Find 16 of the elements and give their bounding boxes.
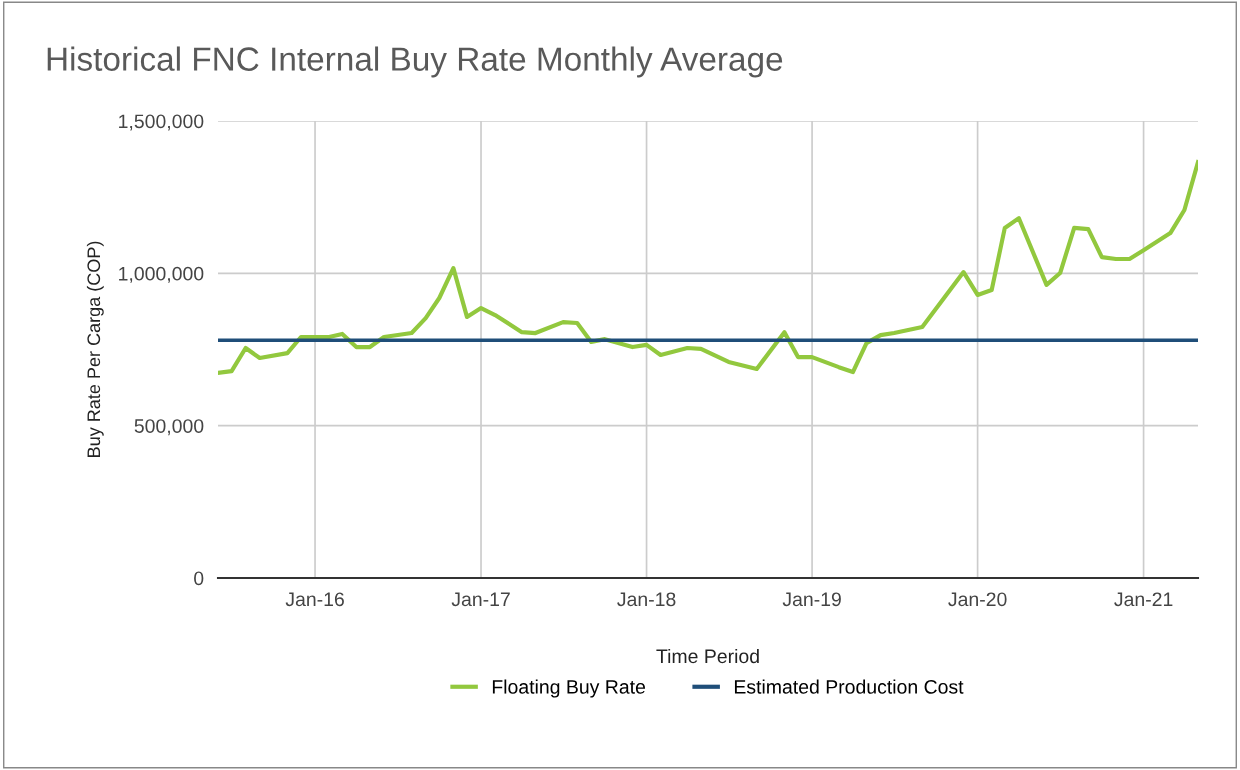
x-tick-label: Jan-18	[617, 592, 676, 607]
chart-title: Historical FNC Internal Buy Rate Monthly Average	[47, 46, 783, 78]
x-tick-label: Jan-17	[451, 592, 510, 607]
x-tick-label: Jan-16	[285, 592, 344, 607]
x-tick-label: Jan-19	[782, 592, 841, 607]
line-series	[218, 160, 1198, 376]
x-tick-label: Jan-20	[948, 592, 1007, 607]
y-tick-label: 1,500,000	[119, 114, 204, 131]
y-tick-label: 0	[194, 571, 204, 586]
y-tick-label: 500,000	[134, 419, 204, 436]
y-axis-title: Buy Rate Per Carga (COP)	[86, 241, 104, 457]
x-tick-label: Jan-21	[1114, 592, 1173, 607]
y-tick-label: 1,000,000	[119, 266, 204, 283]
x-axis-title: Time Period	[656, 648, 759, 664]
legend-label: Floating Buy Rate	[492, 679, 646, 698]
legend-label: Estimated Production Cost	[734, 679, 964, 694]
